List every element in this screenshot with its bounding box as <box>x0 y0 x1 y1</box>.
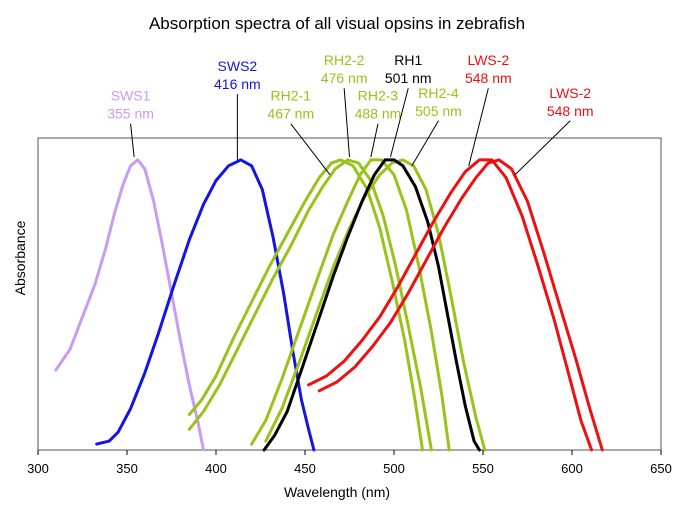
opsin-label-sws1: SWS1 355 nm <box>107 88 154 158</box>
series-line-lws-2 <box>307 158 594 452</box>
plot-frame <box>37 137 662 451</box>
x-tick-label: 350 <box>116 461 138 476</box>
opsin-name: RH1 <box>394 52 422 68</box>
x-tick-label: 600 <box>561 461 583 476</box>
label-leader-line <box>514 120 571 176</box>
opsin-label-rh2-3: RH2-3 488 nm <box>355 88 402 158</box>
opsin-peak: 476 nm <box>321 70 368 86</box>
series-line-lws-2-b <box>317 158 604 452</box>
x-axis: 300 350 400 450 500 550 600 650 <box>27 450 672 476</box>
opsin-peak: 548 nm <box>547 103 594 119</box>
label-leader-line <box>290 123 331 176</box>
opsin-peak: 488 nm <box>355 106 402 122</box>
x-tick-label: 650 <box>650 461 672 476</box>
opsin-name: RH2-3 <box>358 88 399 104</box>
x-tick-label: 500 <box>383 461 405 476</box>
opsin-peak: 416 nm <box>214 76 261 92</box>
x-axis-label: Wavelength (nm) <box>284 484 390 500</box>
series-line-rh2-3 <box>250 158 451 452</box>
opsin-label-rh2-4: RH2-4 505 nm <box>411 85 462 167</box>
opsin-label-rh2-2: RH2-2 476 nm <box>321 52 368 157</box>
opsin-name: RH2-1 <box>271 88 312 104</box>
x-tick-label: 300 <box>27 461 49 476</box>
opsin-name: RH2-4 <box>418 85 459 101</box>
opsin-name: LWS-2 <box>549 85 591 101</box>
series-line-rh1 <box>262 158 481 452</box>
x-tick-label: 400 <box>205 461 227 476</box>
x-tick-label: 450 <box>294 461 316 476</box>
opsin-name: SWS2 <box>218 58 258 74</box>
opsin-labels: SWS1 355 nm SWS2 416 nm RH2-1 467 nm RH2-2 476 … <box>107 52 594 176</box>
opsin-name: SWS1 <box>111 88 151 104</box>
label-leader-line <box>468 88 489 166</box>
opsin-peak: 548 nm <box>465 70 512 86</box>
label-leader-line <box>411 120 439 167</box>
y-axis-label: Absorbance <box>12 220 28 295</box>
series-line-rh2-4 <box>264 158 487 452</box>
opsin-label-lws-2: LWS-2 548 nm <box>465 52 512 166</box>
label-leader-line <box>370 123 379 158</box>
x-tick-label: 550 <box>472 461 494 476</box>
plot-area <box>37 137 662 451</box>
opsin-label-lws-2: LWS-2 548 nm <box>514 85 594 176</box>
label-leader-line <box>389 88 409 158</box>
series-line-sws2 <box>95 158 316 452</box>
opsin-label-rh2-1: RH2-1 467 nm <box>267 88 331 176</box>
opsin-label-rh1: RH1 501 nm <box>385 52 432 158</box>
label-leader-line <box>130 123 135 158</box>
absorption-curves <box>54 158 604 452</box>
opsin-name: RH2-2 <box>324 52 365 68</box>
opsin-peak: 467 nm <box>267 106 314 122</box>
opsin-peak: 501 nm <box>385 70 432 86</box>
label-leader-line <box>343 88 350 157</box>
series-line-sws1 <box>54 158 205 452</box>
opsin-peak: 355 nm <box>107 106 154 122</box>
opsin-label-sws2: SWS2 416 nm <box>214 58 261 160</box>
series-line-rh2-2 <box>187 158 433 452</box>
opsin-name: LWS-2 <box>467 52 509 68</box>
chart-title: Absorption spectra of all visual opsins … <box>149 14 525 33</box>
opsin-peak: 505 nm <box>415 103 462 119</box>
